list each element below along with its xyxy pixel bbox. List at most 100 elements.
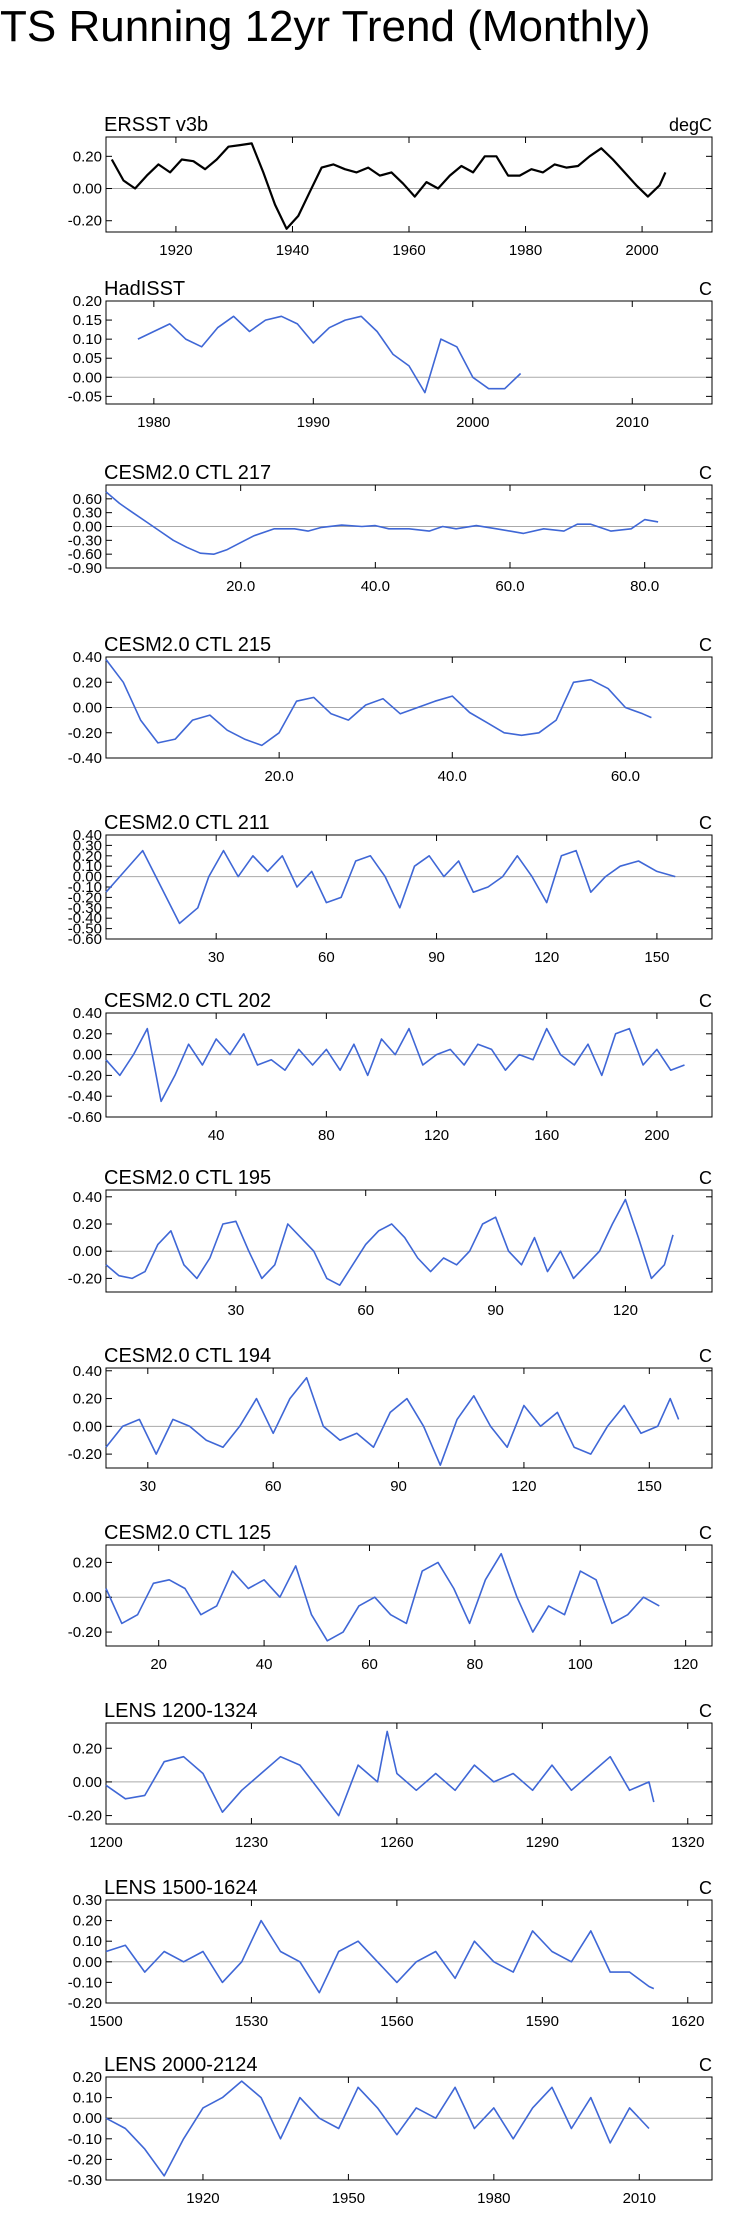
panel-units: C (699, 1701, 712, 1721)
panel-title: ERSST v3b (104, 114, 208, 136)
x-tick-label: 1290 (526, 1834, 559, 1851)
y-tick-label: 0.05 (73, 350, 102, 367)
series-line (105, 2080, 650, 2177)
panel-title: LENS 1200-1324 (104, 1700, 257, 1722)
x-tick-label: 1560 (380, 2013, 413, 2030)
y-tick-label: 0.00 (73, 519, 102, 536)
panel-units: C (699, 635, 712, 655)
plot-frame (105, 1544, 713, 1647)
x-tick-label: 30 (208, 949, 225, 966)
y-tick-label: 0.00 (73, 181, 102, 198)
y-tick-label: 0.20 (73, 848, 102, 865)
panel-units: C (699, 1346, 712, 1366)
y-tick-label: -0.20 (68, 1270, 102, 1287)
panel-title: CESM2.0 CTL 211 (104, 812, 270, 834)
x-tick-label: 160 (534, 1127, 559, 1144)
x-tick-label: 90 (487, 1302, 504, 1319)
panel-title: CESM2.0 CTL 217 (104, 462, 271, 484)
y-tick-label: 0.10 (73, 858, 102, 875)
series-line (105, 1376, 680, 1466)
y-tick-label: -0.40 (68, 750, 102, 767)
x-tick-label: 40 (208, 1127, 225, 1144)
y-tick-label: -0.20 (68, 725, 102, 742)
plot-frame (105, 300, 713, 405)
x-tick-label: 1950 (332, 2190, 365, 2207)
y-tick-label: 0.40 (73, 1189, 102, 1206)
x-tick-label: 1960 (392, 242, 425, 259)
y-tick-label: -0.20 (68, 2151, 102, 2168)
y-tick-label: -0.30 (68, 2172, 102, 2189)
x-tick-label: 80 (467, 1656, 484, 1673)
y-tick-label: -0.20 (68, 213, 102, 230)
plot-frame (105, 1012, 713, 1118)
y-tick-label: -0.20 (68, 1995, 102, 2012)
x-tick-label: 20.0 (265, 768, 294, 785)
x-tick-label: 80 (318, 1127, 335, 1144)
panel-10: LENS 1200-1324 C 0.20 0.00 -0.20 1200 1230 1260… (68, 1700, 713, 1851)
x-tick-label: 2000 (456, 414, 489, 431)
panel-4: CESM2.0 CTL 215 C 0.40 0.20 0.00 -0.20 -0.40 20… (68, 634, 713, 785)
panel-12: LENS 2000-2124 C 0.20 0.10 0.00 -0.10 -0.20 -0.… (68, 2054, 713, 2207)
y-tick-label: 0.20 (73, 1391, 102, 1408)
panel-8: CESM2.0 CTL 194 C 0.40 0.20 0.00 -0.20 30 60 90 1… (68, 1345, 713, 1495)
y-tick-label: 0.00 (73, 2110, 102, 2127)
x-tick-label: 1920 (186, 2190, 219, 2207)
x-tick-label: 120 (534, 949, 559, 966)
plot-frame (105, 2076, 713, 2181)
x-tick-label: 1980 (477, 2190, 510, 2207)
panel-units: C (699, 991, 712, 1011)
y-tick-label: 0.20 (73, 2069, 102, 2086)
panel-11: LENS 1500-1624 C 0.30 0.20 0.10 0.00 -0.10 -0.2… (68, 1877, 713, 2030)
y-tick-label: 0.00 (73, 1774, 102, 1791)
panel-5: CESM2.0 CTL 211 C 0.400.300.200.100.00-0.1… (68, 812, 713, 966)
x-tick-label: 60 (361, 1656, 378, 1673)
y-tick-label: 0.40 (73, 649, 102, 666)
panel-3: CESM2.0 CTL 217 C 0.600.300.00-0.30-0.60-0… (68, 462, 713, 595)
series-line (105, 1027, 685, 1103)
y-tick-label: 0.40 (73, 1363, 102, 1380)
x-tick-label: 90 (428, 949, 445, 966)
x-tick-label: 1200 (89, 1834, 122, 1851)
y-tick-label: -0.30 (68, 900, 102, 917)
y-tick-label: 0.20 (73, 293, 102, 310)
panel-units: C (699, 279, 712, 299)
series-line (110, 142, 667, 230)
y-tick-label: 0.40 (73, 1005, 102, 1022)
series-line (137, 315, 522, 394)
panel-9: CESM2.0 CTL 125 C 0.20 0.00 -0.20 20 40 60 80 100… (68, 1522, 713, 1673)
y-tick-label: -0.20 (68, 1067, 102, 1084)
x-tick-label: 40 (256, 1656, 273, 1673)
x-tick-label: 20.0 (226, 578, 255, 595)
series-line (105, 1198, 674, 1286)
y-tick-label: 0.10 (73, 2090, 102, 2107)
y-tick-label: -0.40 (68, 910, 102, 927)
y-tick-label: 0.00 (73, 1243, 102, 1260)
x-tick-label: 30 (228, 1302, 245, 1319)
y-tick-label: -0.60 (68, 546, 102, 563)
y-tick-label: 0.00 (73, 700, 102, 717)
y-tick-label: -0.60 (68, 931, 102, 948)
x-tick-label: 60.0 (611, 768, 640, 785)
x-tick-label: 60.0 (495, 578, 524, 595)
x-tick-label: 30 (139, 1478, 156, 1495)
x-tick-label: 1980 (509, 242, 542, 259)
x-tick-label: 120 (613, 1302, 638, 1319)
x-tick-label: 1590 (526, 2013, 559, 2030)
y-tick-label: -0.90 (68, 560, 102, 577)
y-tick-label: -0.10 (68, 1974, 102, 1991)
x-tick-label: 1990 (297, 414, 330, 431)
y-tick-label: 0.20 (73, 674, 102, 691)
panel-title: CESM2.0 CTL 194 (104, 1345, 271, 1367)
plot-frame (105, 1367, 713, 1469)
x-tick-label: 120 (424, 1127, 449, 1144)
x-tick-label: 1920 (159, 242, 192, 259)
panel-title: LENS 1500-1624 (104, 1877, 257, 1899)
y-tick-label: -0.10 (68, 879, 102, 896)
y-tick-label: 0.30 (73, 1892, 102, 1909)
y-tick-label: 0.10 (73, 331, 102, 348)
y-tick-label: -0.20 (68, 1446, 102, 1463)
panel-7: CESM2.0 CTL 195 C 0.40 0.20 0.00 -0.20 30 60 90 1… (68, 1167, 713, 1319)
y-tick-label: -0.20 (68, 889, 102, 906)
panel-title: CESM2.0 CTL 125 (104, 1522, 271, 1544)
